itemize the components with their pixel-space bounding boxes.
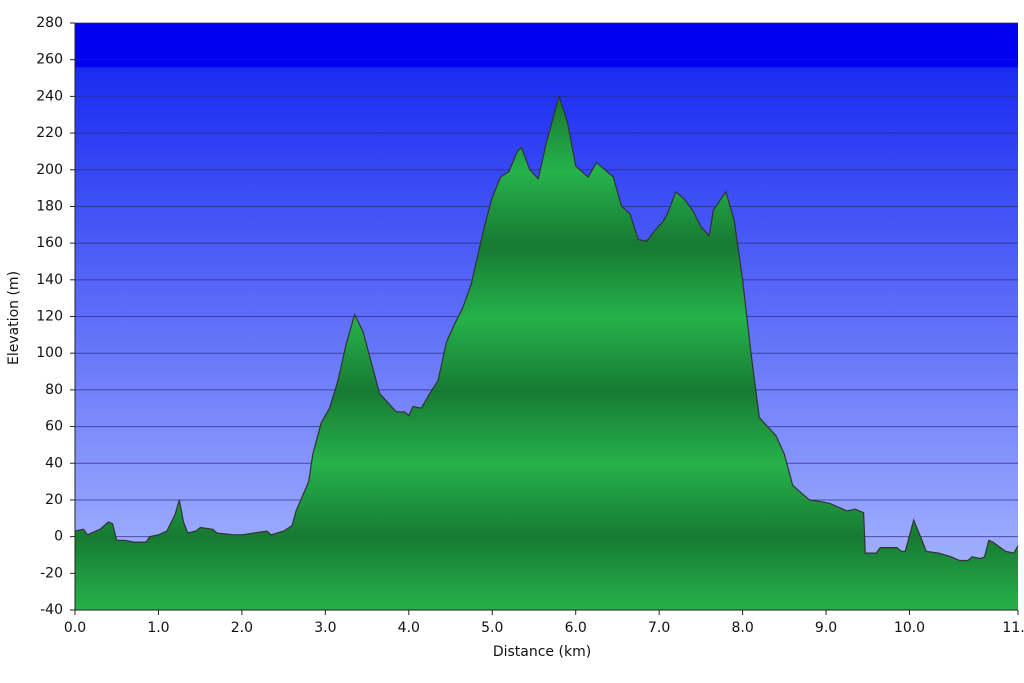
y-tick-label: 260: [36, 52, 63, 68]
y-tick-label: 180: [36, 198, 63, 214]
x-tick-label: 7.0: [648, 620, 670, 636]
x-tick-label: 0.0: [64, 620, 86, 636]
x-tick-label: 8.0: [731, 620, 753, 636]
x-tick-label: 6.0: [565, 620, 587, 636]
y-tick-label: -20: [40, 565, 63, 581]
y-axis-label: Elevation (m): [6, 271, 22, 365]
x-tick-label: 10.0: [894, 620, 925, 636]
y-tick-label: 60: [45, 419, 63, 435]
y-tick-label: -40: [40, 602, 63, 618]
x-axis-label: Distance (km): [493, 644, 591, 660]
y-tick-label: 100: [36, 345, 63, 361]
y-tick-label: 20: [45, 492, 63, 508]
y-tick-label: 120: [36, 309, 63, 325]
y-tick-label: 40: [45, 455, 63, 471]
y-tick-label: 140: [36, 272, 63, 288]
x-tick-label: 2.0: [231, 620, 253, 636]
x-tick-label: 5.0: [481, 620, 503, 636]
y-tick-label: 240: [36, 88, 63, 104]
y-tick-label: 160: [36, 235, 63, 251]
x-tick-label: 11.3: [1002, 620, 1024, 636]
x-tick-label: 1.0: [147, 620, 169, 636]
area-fill: [75, 96, 1018, 610]
x-tick-label: 9.0: [815, 620, 837, 636]
y-tick-label: 200: [36, 162, 63, 178]
y-tick-label: 0: [54, 529, 63, 545]
y-tick-label: 280: [36, 15, 63, 31]
y-tick-label: 80: [45, 382, 63, 398]
y-tick-label: 220: [36, 125, 63, 141]
area-line: [74, 94, 1019, 562]
x-tick-label: 3.0: [314, 620, 336, 636]
x-tick-label: 4.0: [398, 620, 420, 636]
